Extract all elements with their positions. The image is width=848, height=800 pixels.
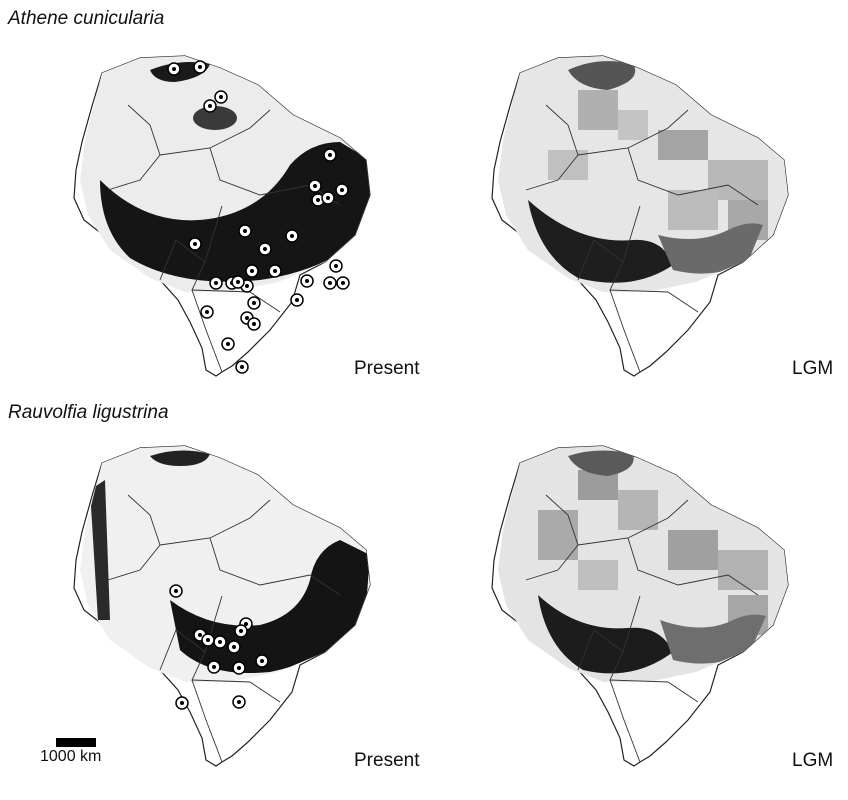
occurrence-marker xyxy=(238,224,252,238)
occurrence-marker xyxy=(335,183,349,197)
occurrence-marker xyxy=(193,60,207,74)
species-label-rauvolfia: Rauvolfia ligustrina xyxy=(8,402,169,423)
occurrence-marker xyxy=(285,229,299,243)
period-label-present: Present xyxy=(354,750,420,771)
occurrence-marker xyxy=(255,654,269,668)
occurrence-marker xyxy=(213,635,227,649)
map-panel-rauvolfia-lgm: LGM xyxy=(428,420,848,800)
occurrence-marker xyxy=(300,274,314,288)
occurrence-marker xyxy=(311,193,325,207)
country-borders xyxy=(107,494,341,763)
occurrence-marker xyxy=(245,264,259,278)
occurrence-marker xyxy=(231,275,245,289)
occurrence-marker xyxy=(221,337,235,351)
occurrence-marker xyxy=(308,179,322,193)
occurrence-marker xyxy=(201,633,215,647)
occurrence-marker xyxy=(188,237,202,251)
occurrence-marker xyxy=(214,90,228,104)
occurrence-marker xyxy=(323,276,337,290)
suitability-layer xyxy=(80,446,370,682)
occurrence-marker xyxy=(323,148,337,162)
occurrence-marker xyxy=(200,305,214,319)
occurrence-marker xyxy=(247,296,261,310)
occurrence-marker xyxy=(232,661,246,675)
period-label-lgm: LGM xyxy=(792,750,834,771)
south-america-map xyxy=(73,445,371,767)
occurrence-marker xyxy=(336,276,350,290)
scale-bar-label: 1000 km xyxy=(40,748,102,765)
species-label-athene: Athene cunicularia xyxy=(8,8,165,29)
occurrence-marker xyxy=(240,311,254,325)
occurrence-marker xyxy=(203,99,217,113)
occurrence-marker xyxy=(329,259,343,273)
scale-bar xyxy=(56,738,96,747)
occurrence-markers xyxy=(169,584,269,710)
suitability-layer xyxy=(498,446,788,682)
occurrence-marker xyxy=(290,293,304,307)
country-borders xyxy=(525,494,759,763)
south-america-map xyxy=(491,55,789,377)
period-label-present: Present xyxy=(354,358,420,379)
occurrence-marker xyxy=(227,640,241,654)
occurrence-marker xyxy=(321,191,335,205)
south-america-map xyxy=(491,445,789,767)
occurrence-marker xyxy=(235,360,249,374)
occurrence-marker xyxy=(209,276,223,290)
occurrence-marker xyxy=(247,317,261,331)
country-borders xyxy=(525,104,759,373)
map-panel-athene-present: Present xyxy=(10,30,430,410)
south-america-map xyxy=(73,55,371,377)
occurrence-marker xyxy=(175,696,189,710)
period-label-lgm: LGM xyxy=(792,358,834,379)
suitability-layer xyxy=(498,56,788,292)
occurrence-marker xyxy=(258,242,272,256)
occurrence-marker xyxy=(167,62,181,76)
occurrence-marker xyxy=(268,264,282,278)
map-panel-rauvolfia-present: Present xyxy=(10,420,430,800)
occurrence-markers xyxy=(167,60,350,374)
occurrence-marker xyxy=(207,660,221,674)
occurrence-marker xyxy=(232,695,246,709)
map-panel-athene-lgm: LGM xyxy=(428,30,848,410)
occurrence-marker xyxy=(169,584,183,598)
occurrence-marker xyxy=(234,624,248,638)
